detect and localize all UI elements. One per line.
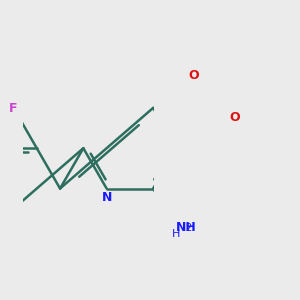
Text: N: N [101,191,112,204]
Text: H: H [171,229,180,239]
Text: F: F [9,102,17,115]
Text: 2: 2 [185,223,191,233]
Text: O: O [230,112,240,124]
Text: NH: NH [176,221,196,234]
Text: O: O [189,70,199,83]
